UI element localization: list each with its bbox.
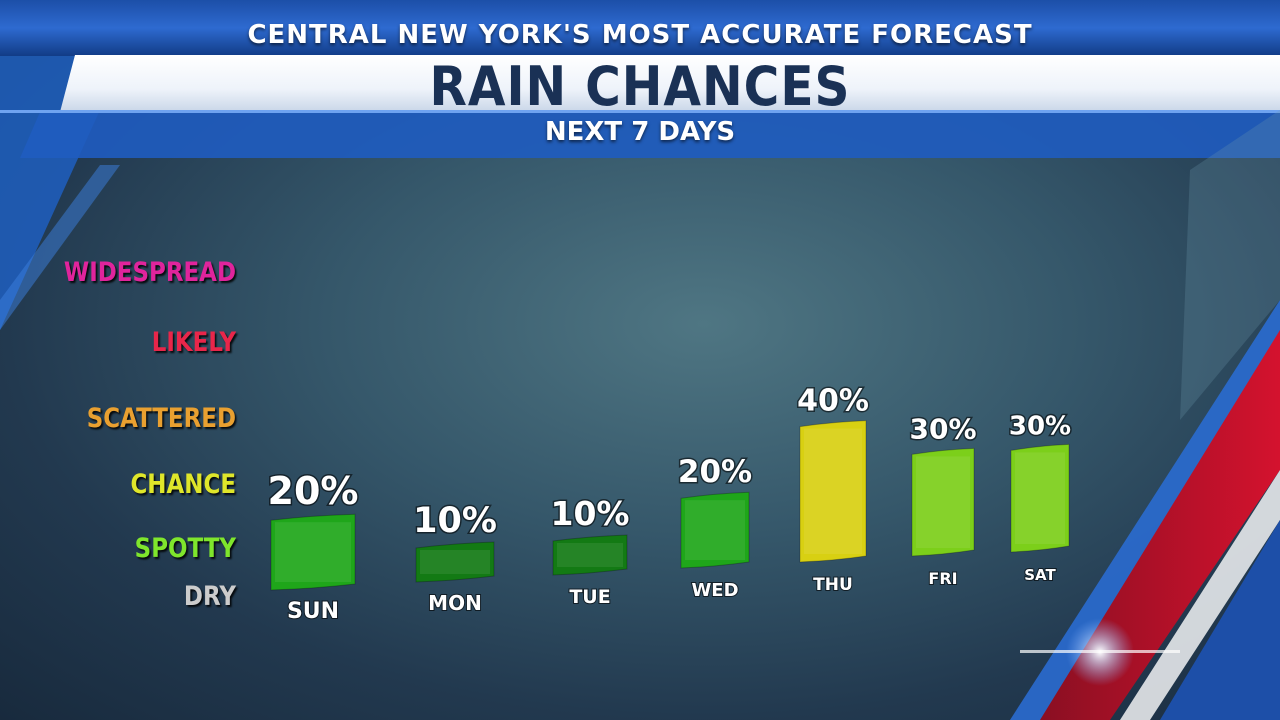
value-label-fri: 30% xyxy=(909,412,976,445)
value-label-sat: 30% xyxy=(1009,411,1071,441)
bar-fri xyxy=(911,447,975,557)
bar-tue xyxy=(552,534,628,576)
bar-texture-sun xyxy=(275,522,351,582)
level-label-dry: DRY xyxy=(183,581,236,612)
bar-wed xyxy=(680,491,750,569)
bar-sun xyxy=(270,513,356,591)
chart-subtitle: NEXT 7 DAYS xyxy=(544,117,736,147)
category-label-sun: SUN xyxy=(287,599,339,624)
level-label-widespread: WIDESPREAD xyxy=(63,257,237,288)
category-label-tue: TUE xyxy=(569,586,610,608)
bar-texture-thu xyxy=(804,428,862,554)
bar-texture-fri xyxy=(916,456,970,548)
bar-thu xyxy=(799,420,867,563)
bar-texture-mon xyxy=(420,550,490,574)
level-label-scattered: SCATTERED xyxy=(86,403,236,434)
category-label-mon: MON xyxy=(428,591,482,615)
category-label-thu: THU xyxy=(813,575,853,595)
value-label-tue: 10% xyxy=(551,494,630,533)
level-label-spotty: SPOTTY xyxy=(134,533,236,564)
chart-title: RAIN CHANCES xyxy=(429,55,851,118)
category-label-wed: WED xyxy=(691,580,738,601)
value-label-thu: 40% xyxy=(797,384,869,419)
value-label-sun: 20% xyxy=(268,469,359,513)
category-label-fri: FRI xyxy=(928,569,957,588)
category-label-sat: SAT xyxy=(1024,566,1056,584)
value-label-wed: 20% xyxy=(678,454,752,490)
level-label-likely: LIKELY xyxy=(151,327,236,358)
bar-texture-tue xyxy=(557,543,623,567)
bar-sat xyxy=(1010,443,1070,553)
bar-mon xyxy=(415,541,495,583)
level-label-chance: CHANCE xyxy=(130,469,236,500)
bar-texture-wed xyxy=(685,500,745,560)
top-banner: CENTRAL NEW YORK'S MOST ACCURATE FORECAS… xyxy=(247,20,1033,50)
value-label-mon: 10% xyxy=(413,501,497,541)
bar-texture-sat xyxy=(1015,452,1065,544)
